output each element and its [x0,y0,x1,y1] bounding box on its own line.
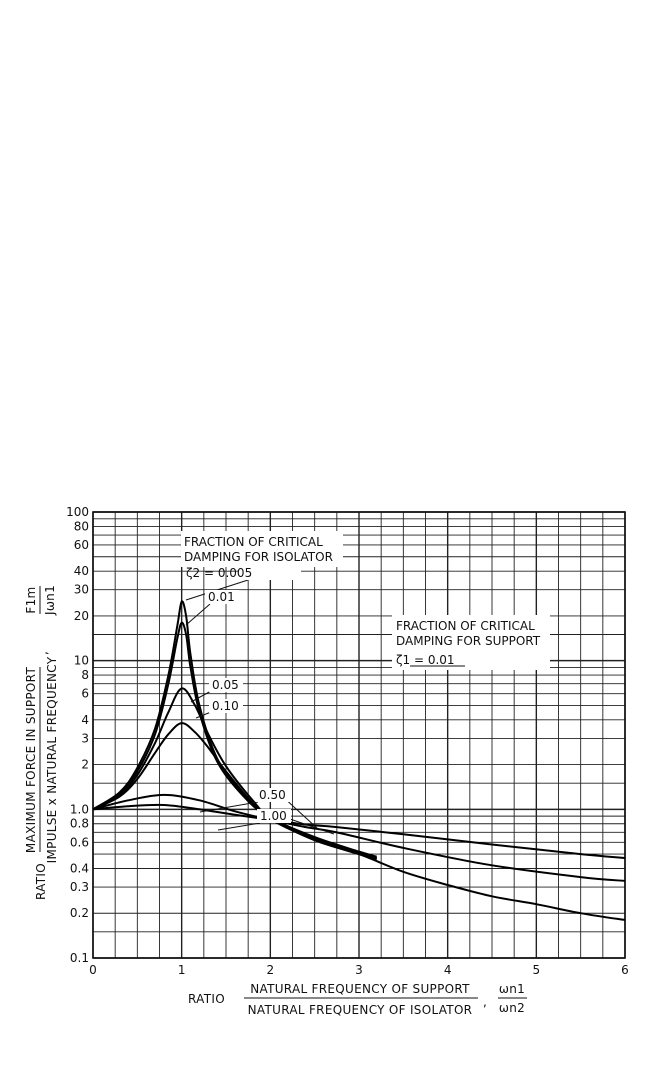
y-tick-label: 0.8 [70,817,89,831]
y-tick-label: 4 [81,713,89,727]
callout-leader [199,801,259,813]
y-tick-label: 8 [81,668,89,682]
y-tick-label: 60 [74,538,89,552]
x-tick-labels: 0 1 2 3 4 5 6 [89,963,629,977]
y-axis-label-comma: , [36,651,50,655]
x-axis-label-numerator: NATURAL FREQUENCY OF SUPPORT [250,982,470,996]
x-tick-label: 6 [621,963,629,977]
callout-label-bg [257,809,291,823]
callout-label-bg [209,678,243,692]
x-axis-label-comma: , [483,995,487,1009]
y-tick-label: 6 [81,687,89,701]
series-label: 0.10 [212,699,239,713]
y-axis-label-denominator: IMPULSE x NATURAL FREQUENCY [45,656,59,863]
y-axis-label-prefix: RATIO [34,863,48,900]
series-label: 0.05 [212,678,239,692]
y-axis-symbol-denominator: Jωn1 [43,585,57,616]
y-tick-labels: 0.1 0.2 0.3 0.4 0.6 0.81.0 2 3 4 6 810 20 30 40 60 8010… [66,505,89,965]
x-tick-label: 4 [444,963,452,977]
y-tick-label: 0.4 [70,861,89,875]
series-label: 1.00 [260,809,287,823]
y-axis-symbol-numerator: F1m [24,586,38,613]
series-label: 0.50 [259,788,286,802]
callout-leader [195,711,212,719]
y-tick-label: 3 [81,731,89,745]
curve-callouts: ζ2 = 0.005 0.01 0.05 0.10 0.50 1.00 [185,566,335,835]
callout-leader [185,603,211,626]
y-tick-label: 80 [74,519,89,533]
plot-frame [92,511,626,959]
y-tick-label: 100 [66,505,89,519]
callout-leader [283,816,335,835]
x-axis-label-prefix: RATIO [188,992,225,1006]
series-label: ζ2 = 0.005 [186,566,252,580]
y-tick-label: 10 [74,654,89,668]
isolator-damping-title-2: DAMPING FOR ISOLATOR [184,550,333,564]
support-damping-title-1: FRACTION OF CRITICAL [396,619,535,633]
callout-label-bg [209,699,243,713]
x-tick-label: 0 [89,963,97,977]
y-tick-label: 1.0 [70,802,89,816]
series-line [92,793,626,882]
callout-label-bg [256,788,290,802]
plot-border [92,511,626,959]
y-tick-label: 30 [74,583,89,597]
isolator-damping-title-1: FRACTION OF CRITICAL [184,535,323,549]
curves [92,600,626,921]
callout-label-bg [205,590,239,604]
x-axis-symbol-denominator: ωn2 [499,1001,525,1015]
y-tick-label: 2 [81,758,89,772]
callout-leader [190,690,212,703]
callout-label-bg [239,566,301,580]
y-tick-label: 40 [74,564,89,578]
series-line [269,818,626,921]
x-axis-symbol-numerator: ωn1 [499,982,525,996]
support-annotation-bg [392,615,550,670]
series-label: 0.01 [208,590,235,604]
x-tick-label: 5 [533,963,541,977]
x-tick-label: 1 [178,963,186,977]
x-tick-label: 2 [267,963,275,977]
y-tick-label: 0.2 [70,906,89,920]
y-axis-label: RATIO MAXIMUM FORCE IN SUPPORT IMPULSE x… [24,585,59,900]
y-tick-label: 20 [74,609,89,623]
y-tick-label: 0.1 [70,951,89,965]
series-line [92,803,626,860]
support-damping-value: ζ1 = 0.01 [396,653,455,667]
y-tick-label: 0.6 [70,835,89,849]
y-tick-label: 0.3 [70,880,89,894]
x-tick-label: 3 [355,963,363,977]
x-axis-label-denominator: NATURAL FREQUENCY OF ISOLATOR [248,1003,473,1017]
callout-leader [217,822,261,831]
isolator-annotation-bg [181,531,343,567]
support-damping-title-2: DAMPING FOR SUPPORT [396,634,541,648]
y-axis-label-numerator: MAXIMUM FORCE IN SUPPORT [24,667,38,854]
